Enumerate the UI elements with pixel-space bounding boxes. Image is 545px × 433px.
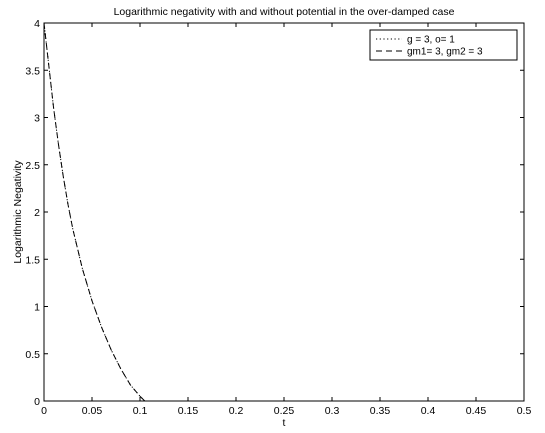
y-tick-label: 1: [34, 302, 40, 314]
y-axis-label: Logarithmic Negativity: [12, 160, 24, 264]
y-tick-label: 4: [34, 18, 40, 30]
y-tick-label: 2: [34, 207, 40, 219]
y-tick-label: 3.5: [25, 65, 40, 77]
legend-label: g = 3, o= 1: [407, 35, 455, 46]
plot-frame: [43, 22, 525, 402]
y-tick-label: 0.5: [25, 349, 40, 361]
y-tick-label: 1.5: [25, 254, 40, 266]
x-tick-label: 0.1: [133, 405, 148, 417]
series-line-1: [43, 22, 524, 402]
x-tick-label: 0.35: [370, 405, 391, 417]
y-tick-label: 3: [34, 113, 40, 125]
y-tick-label: 2.5: [25, 160, 40, 172]
x-axis: 0 0.05 0.1 0.15 0.2 0.25 0.3 0.35 0.4 0.45 0.5: [41, 23, 531, 417]
x-tick-label: 0.5: [517, 405, 532, 417]
x-tick-label: 0.05: [82, 405, 103, 417]
x-tick-label: 0.25: [274, 405, 295, 417]
chart-title: Logarithmic negativity with and without …: [114, 6, 455, 18]
x-axis-label: t: [283, 417, 286, 429]
y-tick-label: 0: [34, 396, 40, 408]
y-axis: 0 0.5 1 1.5 2 2.5 3 3.5 4: [25, 18, 524, 408]
legend-box: [369, 29, 518, 61]
x-tick-label: 0: [41, 405, 47, 417]
x-tick-label: 0.2: [229, 405, 244, 417]
series-line-2: [43, 22, 524, 402]
x-tick-label: 0.15: [178, 405, 199, 417]
legend-label: gm1= 3, gm2 = 3: [407, 47, 483, 58]
series-layer: [43, 22, 524, 402]
x-tick-label: 0.4: [421, 405, 436, 417]
x-tick-label: 0.45: [466, 405, 487, 417]
x-tick-label: 0.3: [325, 405, 340, 417]
